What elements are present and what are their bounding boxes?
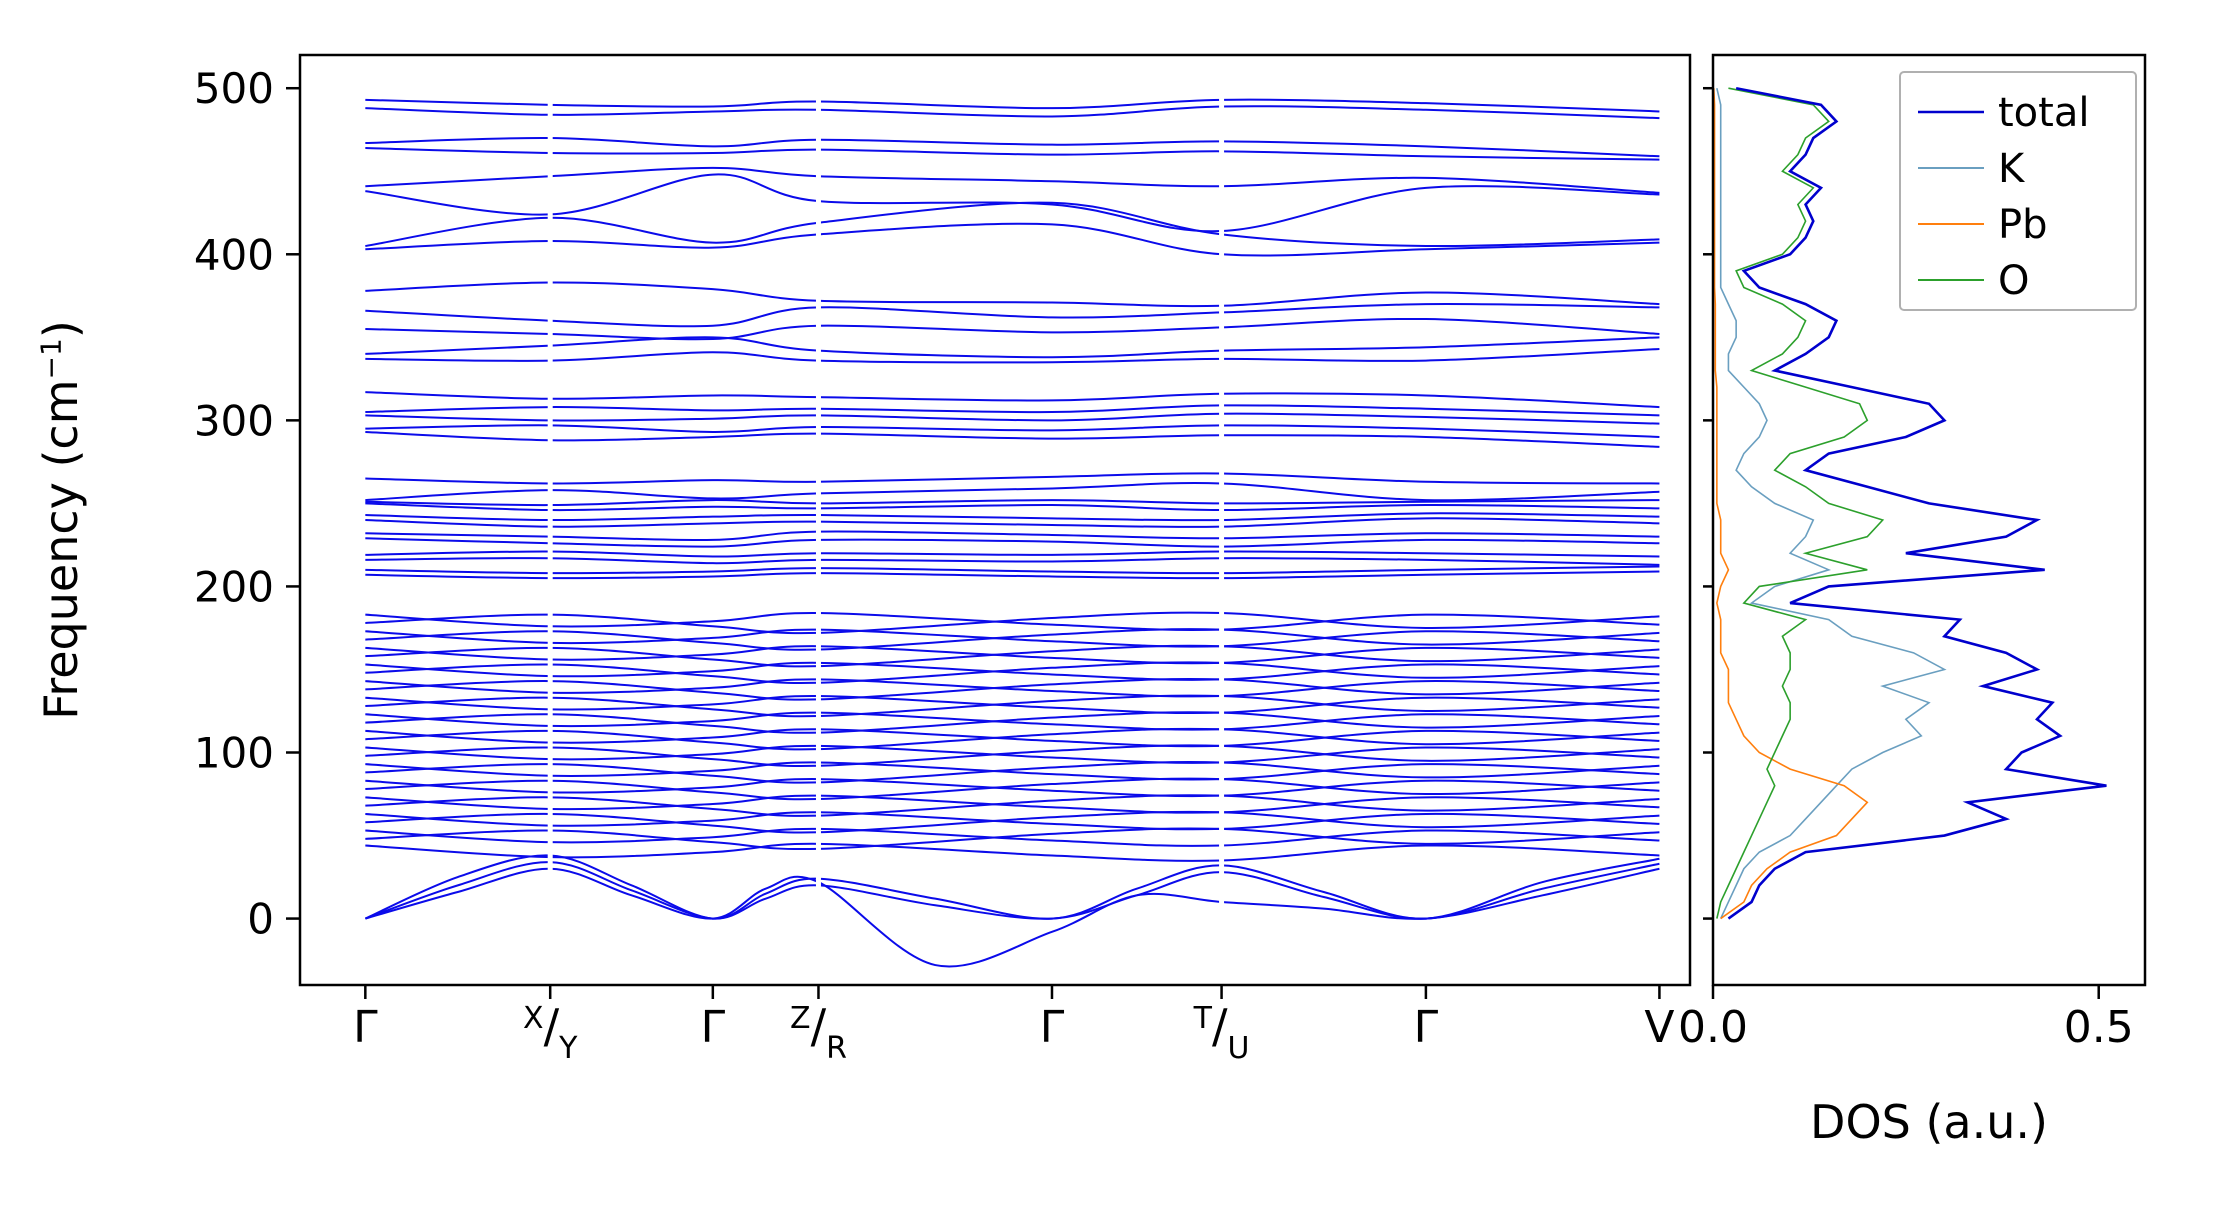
phonon-band-line bbox=[364, 854, 1660, 920]
phonon-band-line bbox=[365, 694, 1660, 718]
dos-curves bbox=[1713, 86, 2107, 920]
k-point-label: Γ bbox=[353, 1002, 378, 1053]
phonon-band-line bbox=[365, 570, 1660, 580]
phonon-band-line bbox=[365, 661, 1660, 684]
phonon-band-line bbox=[365, 628, 1660, 651]
phonon-band-line bbox=[365, 201, 1660, 248]
phonon-band-line bbox=[365, 424, 1660, 438]
phonon-band-line bbox=[365, 404, 1660, 417]
phonon-band-line bbox=[365, 502, 1660, 512]
phonon-band-line bbox=[365, 530, 1660, 542]
phonon-band-line bbox=[365, 412, 1660, 425]
phonon-band-line bbox=[365, 98, 1660, 113]
phonon-band-line bbox=[365, 166, 1660, 194]
y-tick-label: 300 bbox=[194, 396, 274, 445]
legend-label-total: total bbox=[1998, 90, 2089, 136]
phonon-band-line bbox=[365, 317, 1660, 341]
k-point-label: Γ bbox=[701, 1002, 726, 1053]
phonon-band-line bbox=[365, 761, 1660, 784]
phonon-band-line bbox=[365, 222, 1660, 257]
phonon-band-line bbox=[365, 347, 1660, 364]
phonon-band-line bbox=[365, 136, 1660, 158]
k-point-label: V bbox=[1644, 1002, 1674, 1053]
legend-label-O: O bbox=[1998, 258, 2029, 304]
phonon-band-line bbox=[365, 517, 1660, 528]
phonon-band-line bbox=[365, 644, 1660, 668]
phonon-band-line bbox=[365, 677, 1660, 701]
legend-label-K: K bbox=[1998, 146, 2026, 192]
phonon-band-line bbox=[365, 499, 1660, 507]
dos-x-tick-label: 0.5 bbox=[2064, 1002, 2134, 1053]
phonon-band-line bbox=[365, 105, 1660, 120]
band-panel-frame bbox=[298, 53, 1692, 987]
phonon-band-line bbox=[365, 482, 1660, 502]
dos-x-tick-label: 0.0 bbox=[1678, 1002, 1748, 1053]
frequency-axis-label-text: Frequency (cm bbox=[34, 379, 88, 720]
phonon-band-line bbox=[365, 777, 1660, 801]
phonon-band-line bbox=[365, 711, 1660, 734]
phonon-band-line bbox=[365, 842, 1660, 862]
phonon-band-line bbox=[365, 827, 1660, 851]
phonon-band-line bbox=[365, 611, 1660, 635]
phonon-band-line bbox=[365, 147, 1660, 161]
phonon-band-line bbox=[365, 727, 1660, 751]
phonon-band-line bbox=[365, 302, 1660, 328]
k-point-label: Γ bbox=[1040, 1002, 1065, 1053]
y-tick-label: 200 bbox=[194, 562, 274, 611]
k-point-label: Γ bbox=[1414, 1002, 1439, 1053]
phonon-band-line bbox=[365, 281, 1660, 308]
frequency-axis-exponent: −1 bbox=[34, 338, 68, 380]
phonon-band-line bbox=[365, 512, 1660, 522]
phonon-band-line bbox=[365, 391, 1660, 409]
frequency-axis-label: Frequency (cm−1) bbox=[34, 320, 88, 720]
phonon-bands bbox=[364, 98, 1660, 968]
phonon-band-line bbox=[365, 336, 1660, 359]
phonon-band-line bbox=[365, 472, 1660, 485]
dos-curve-total bbox=[1727, 86, 2107, 920]
dos-axis-label: DOS (a.u.) bbox=[1810, 1095, 2048, 1149]
k-point-label: X/Y bbox=[523, 999, 578, 1066]
phonon-band-line bbox=[365, 794, 1660, 817]
frequency-axis-label-suffix: ) bbox=[34, 320, 88, 339]
phonon-band-line bbox=[365, 867, 1660, 968]
phonon-band-line bbox=[365, 810, 1660, 834]
y-tick-label: 400 bbox=[194, 230, 274, 279]
dos-curve-O bbox=[1716, 87, 1885, 919]
y-tick-label: 100 bbox=[194, 729, 274, 778]
phonon-band-line bbox=[365, 550, 1660, 558]
phonon-band-line bbox=[365, 565, 1660, 575]
legend-label-Pb: Pb bbox=[1998, 202, 2048, 248]
phonon-band-line bbox=[365, 430, 1660, 448]
k-point-label: T/U bbox=[1193, 999, 1250, 1066]
y-tick-label: 500 bbox=[194, 64, 274, 113]
y-tick-label: 0 bbox=[247, 895, 274, 944]
dos-panel-frame bbox=[1711, 53, 2147, 987]
phonon-band-line bbox=[365, 557, 1660, 566]
dos-curve-K bbox=[1716, 88, 1947, 919]
legend-box bbox=[1899, 71, 2137, 311]
phonon-band-line bbox=[365, 744, 1660, 768]
dos-curve-Pb bbox=[1713, 88, 1869, 920]
phonon-band-line bbox=[365, 537, 1660, 548]
k-point-label: Z/R bbox=[790, 999, 847, 1066]
phonon-band-line bbox=[365, 173, 1660, 233]
